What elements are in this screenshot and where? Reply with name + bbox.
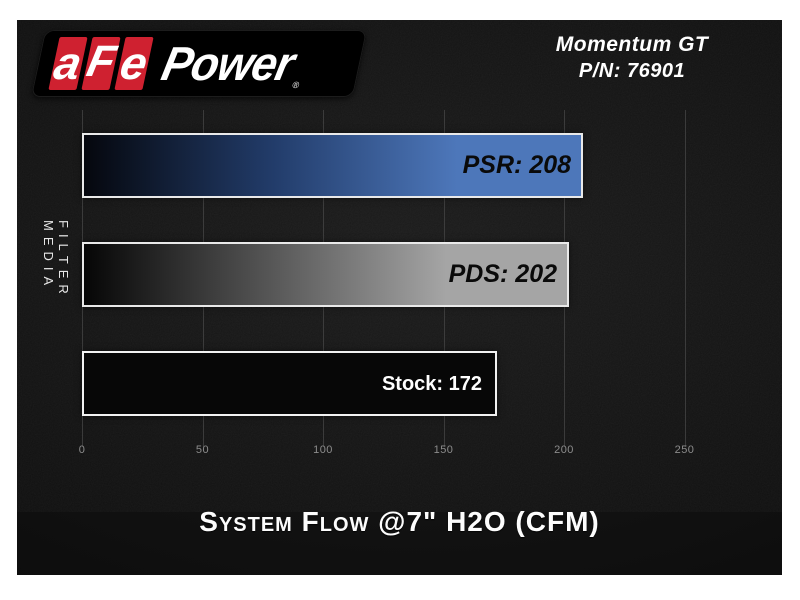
product-title: Momentum GT P/N: 76901 (497, 33, 767, 83)
product-name: Momentum GT (555, 33, 709, 56)
part-number: P/N: 76901 (578, 60, 686, 82)
x-tick-label: 200 (554, 444, 574, 456)
bar-value-label: Stock: 172 (381, 372, 482, 395)
x-tick-label: 0 (78, 444, 86, 456)
x-tick-label: 100 (313, 444, 333, 456)
x-tick-label: 250 (674, 444, 695, 456)
gridline-x-250 (684, 110, 686, 447)
x-tick-label: 50 (195, 444, 210, 456)
bar-pds: PDS: 202 (82, 242, 569, 307)
x-tick-label: 150 (433, 444, 454, 456)
bar-psr: PSR: 208 (82, 133, 583, 198)
chart-panel: a F e Power ® Momentum GT P/N: 76901 FIL… (17, 20, 782, 575)
y-axis-label: FILTER MEDIA (41, 220, 71, 300)
bar-value-label: PSR: 208 (462, 151, 571, 179)
x-axis-title: System Flow @7" H2O (CFM) (199, 506, 600, 537)
bar-stock: Stock: 172 (82, 351, 497, 416)
bar-value-label: PDS: 202 (448, 260, 557, 288)
plot-area: FILTER MEDIA 0 50 100 150 200 250 PSR: 208 PDS:… (17, 20, 782, 575)
